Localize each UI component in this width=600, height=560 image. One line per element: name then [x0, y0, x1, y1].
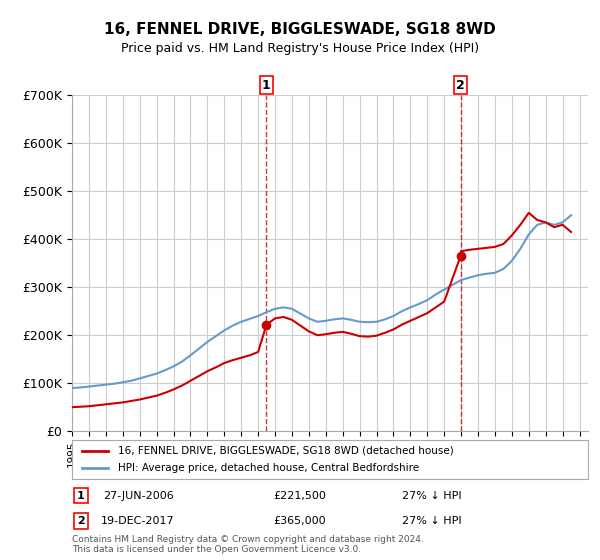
Text: £365,000: £365,000 [274, 516, 326, 526]
Text: 2: 2 [456, 79, 465, 92]
Text: 2: 2 [77, 516, 85, 526]
Text: 16, FENNEL DRIVE, BIGGLESWADE, SG18 8WD (detached house): 16, FENNEL DRIVE, BIGGLESWADE, SG18 8WD … [118, 446, 454, 456]
Text: 27-JUN-2006: 27-JUN-2006 [103, 491, 173, 501]
Text: 19-DEC-2017: 19-DEC-2017 [101, 516, 175, 526]
Text: £221,500: £221,500 [274, 491, 326, 501]
Text: 16, FENNEL DRIVE, BIGGLESWADE, SG18 8WD: 16, FENNEL DRIVE, BIGGLESWADE, SG18 8WD [104, 22, 496, 38]
Text: 1: 1 [77, 491, 85, 501]
Text: Price paid vs. HM Land Registry's House Price Index (HPI): Price paid vs. HM Land Registry's House … [121, 42, 479, 55]
Text: HPI: Average price, detached house, Central Bedfordshire: HPI: Average price, detached house, Cent… [118, 463, 419, 473]
Text: 27% ↓ HPI: 27% ↓ HPI [402, 491, 462, 501]
Text: Contains HM Land Registry data © Crown copyright and database right 2024.
This d: Contains HM Land Registry data © Crown c… [72, 535, 424, 554]
Text: 27% ↓ HPI: 27% ↓ HPI [402, 516, 462, 526]
Text: 1: 1 [262, 79, 271, 92]
